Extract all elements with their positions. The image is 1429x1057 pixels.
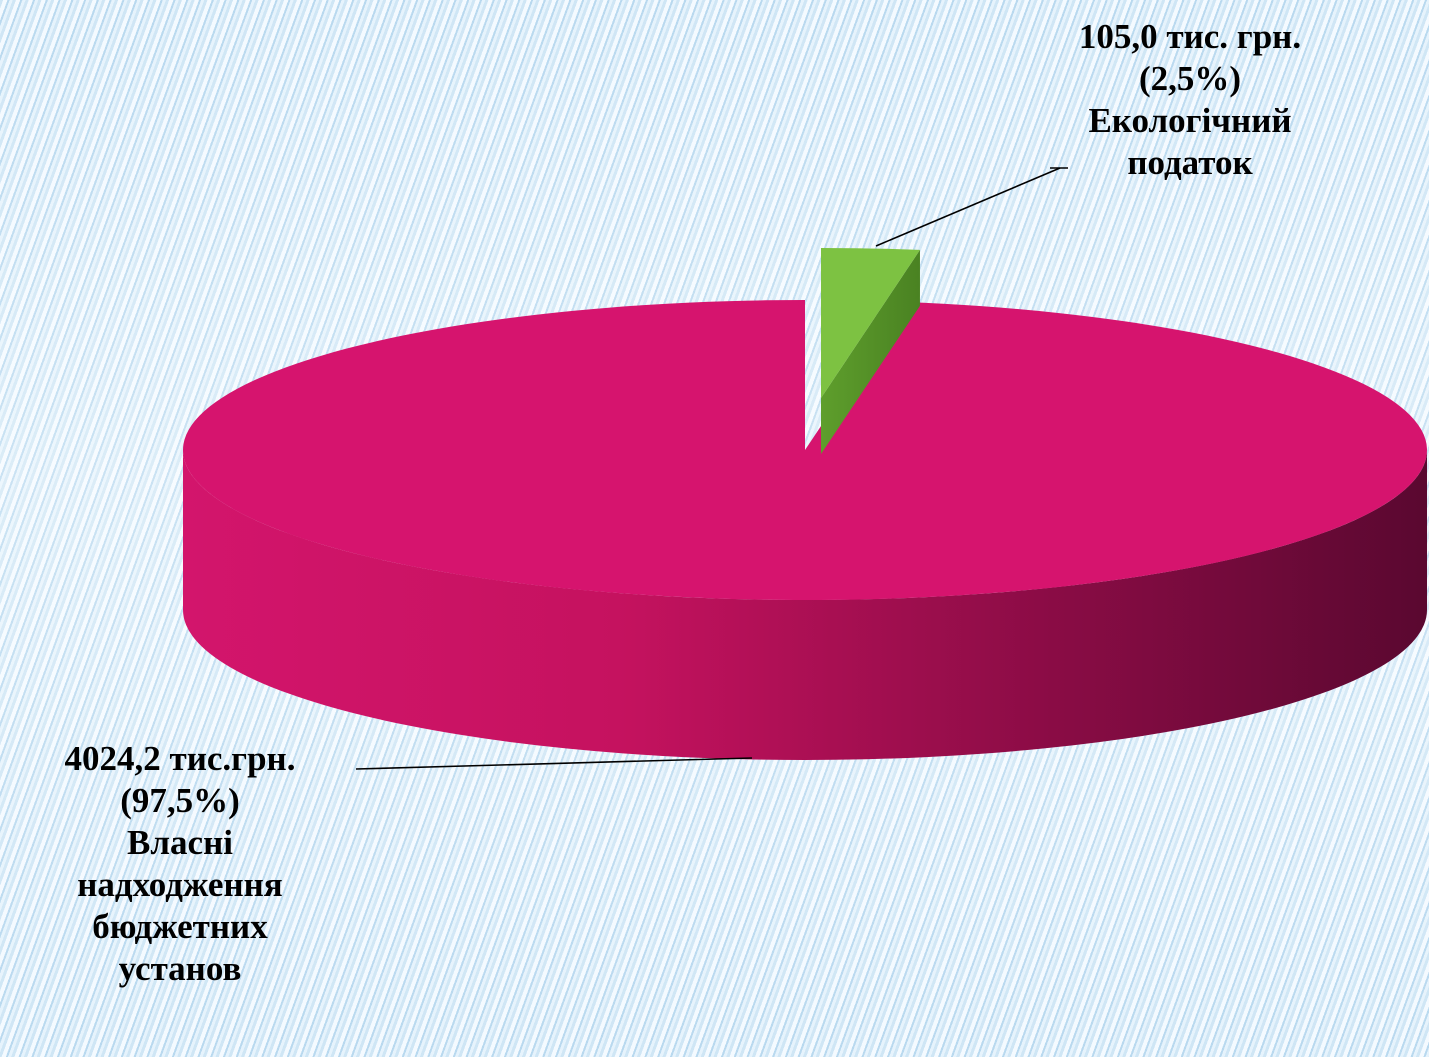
label-line: Власні [127,823,233,862]
slice-side-own-revenues [183,450,1427,760]
label-line: Екологічний [1088,101,1292,140]
slice-ecological-tax [821,248,920,398]
pie-slices [183,248,1428,760]
label-line: надходження [77,865,283,904]
leader-line-eco [875,167,1061,247]
slice-own-revenues [183,300,1428,600]
label-line: (97,5%) [120,781,240,820]
label-line: податок [1127,143,1253,182]
label-line: 105,0 тис. грн. [1078,17,1302,56]
label-line: установ [118,949,242,988]
label-line: бюджетних [92,907,268,946]
data-label-ecological-tax: 105,0 тис. грн. (2,5%) Екологічний подат… [1040,16,1340,184]
label-line: 4024,2 тис.грн. [64,739,296,778]
leader-line-own [355,757,753,770]
leader-lines [355,167,1068,770]
label-line: (2,5%) [1138,59,1242,98]
data-label-own-revenues: 4024,2 тис.грн. (97,5%) Власні надходжен… [0,738,360,990]
slice-group-ecological-tax [821,248,920,454]
slice-wall-ecological-tax [821,249,920,454]
